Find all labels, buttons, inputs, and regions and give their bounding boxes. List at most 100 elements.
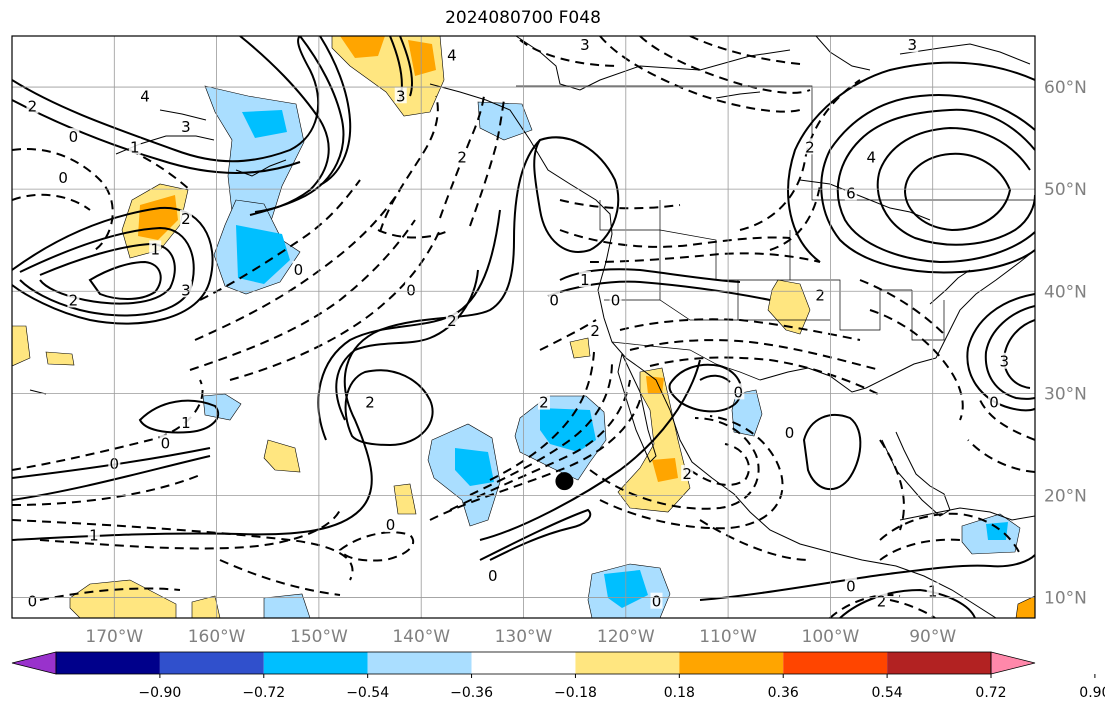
contour-label-bg [26, 97, 39, 114]
contour-label: 3 [396, 87, 406, 105]
colorbar-tick-label: −0.72 [242, 685, 285, 701]
map-frame [11, 35, 1036, 619]
contour-label-bg [988, 393, 1001, 410]
contour-label-bg [844, 577, 857, 594]
map-title: 2024080700 F048 [445, 8, 601, 28]
contour-label: 0 [69, 128, 79, 146]
lon-tick-label: 100°W [802, 627, 860, 647]
colorbar-tick-labels: −0.90 −0.72 −0.54 −0.36 −0.18 0.18 0.36 0.54 0.7… [138, 674, 1105, 701]
colorbar-tick-label: −0.54 [346, 685, 389, 701]
contour-label: 3 [907, 36, 917, 54]
contour-label: 2 [805, 138, 815, 156]
colorbar-tick-label: 0.72 [975, 685, 1006, 701]
contour-label: 3 [181, 281, 191, 299]
contour-label-bg [364, 393, 377, 410]
contour-label-bg [844, 184, 857, 201]
contour-labels: 2430102132034230220102210010000200232463… [26, 36, 1011, 611]
contour-label-bg [486, 567, 499, 584]
contour-label: 0 [294, 261, 304, 279]
contour-label-bg [875, 592, 888, 609]
contour-label-bg [128, 138, 141, 155]
contour-label-bg [384, 516, 397, 533]
contour-label: 2 [682, 465, 692, 483]
storm-location-marker [555, 472, 574, 491]
contour-label-bg [67, 291, 80, 308]
contour-label-bg [548, 291, 561, 308]
contour-label-bg [445, 46, 458, 63]
colorbar-segment [783, 652, 888, 674]
contour-label-bg [609, 291, 622, 308]
contour-label-bg [149, 240, 162, 257]
shaded-anomaly-fields [12, 36, 1035, 618]
contour-label: 0 [161, 434, 171, 452]
contour-label: 4 [140, 87, 150, 105]
colorbar-tick-label: 0.36 [768, 685, 799, 701]
contour-label: 2 [447, 312, 457, 330]
lon-tick-label: 170°W [85, 627, 143, 647]
lat-tick-label: 50°N [1044, 180, 1087, 200]
colorbar-segment [471, 652, 576, 674]
contour-label-bg [394, 87, 407, 104]
lon-tick-label: 90°W [909, 627, 956, 647]
colorbar [11, 651, 1036, 675]
contour-label-bg [57, 168, 70, 185]
contour-label-bg [67, 128, 80, 145]
contour-label-bg [456, 148, 469, 165]
contour-label-bg [537, 393, 550, 410]
contour-label: 2 [539, 394, 549, 412]
contour-label: 2 [365, 394, 375, 412]
longitude-tick-labels: 170°W 160°W 150°W 140°W 130°W 120°W 110°W 100°W… [85, 627, 956, 647]
colorbar-segment [575, 652, 680, 674]
contour-label: 2 [69, 291, 79, 309]
colorbar-extend-low [11, 651, 57, 675]
colorbar-tick-label: −0.36 [450, 685, 493, 701]
contour-label-bg [159, 434, 172, 451]
colorbar-segment [263, 652, 368, 674]
contour-label-bg [998, 352, 1011, 369]
lon-tick-label: 160°W [188, 627, 246, 647]
contour-label-bg [650, 592, 663, 609]
colorbar-tick-label: 0.90 [1079, 685, 1105, 701]
contour-label: 0 [58, 169, 68, 187]
contour-label-bg [138, 87, 151, 104]
lat-tick-label: 40°N [1044, 282, 1087, 302]
contour-label: 2 [457, 149, 467, 167]
lon-tick-label: 150°W [290, 627, 348, 647]
contour-label-bg [578, 271, 591, 288]
contour-label: 2 [28, 97, 38, 115]
contour-label-bg [906, 36, 919, 53]
contour-label: 0 [652, 593, 662, 611]
contour-label: 0 [406, 281, 416, 299]
contour-label-bg [578, 36, 591, 53]
lon-tick-label: 110°W [699, 627, 757, 647]
contour-label: 2 [815, 286, 825, 304]
contour-label: 2 [181, 210, 191, 228]
contour-label-bg [589, 322, 602, 339]
contour-label: 0 [28, 593, 38, 611]
contour-label-bg [179, 281, 192, 298]
contour-label: 0 [488, 567, 498, 585]
contour-label: 1 [580, 271, 590, 289]
colorbar-tick-label: −0.90 [138, 685, 181, 701]
colorbar-segment [367, 652, 472, 674]
contour-label: 0 [386, 516, 396, 534]
coastlines-borders [29, 36, 1035, 618]
contour-label-bg [865, 148, 878, 165]
lat-tick-label: 10°N [1044, 589, 1087, 609]
contour-label: 0 [989, 394, 999, 412]
contour-label: 0 [611, 291, 621, 309]
contour-label-bg [179, 414, 192, 430]
contour-label: 1 [89, 526, 99, 544]
contour-label: 6 [846, 184, 856, 202]
contour-label: 4 [867, 149, 877, 167]
contour-label-bg [87, 526, 100, 543]
contour-label: 0 [846, 577, 856, 595]
contour-label: 1 [181, 414, 191, 432]
contour-label-bg [179, 117, 192, 134]
contour-label: 0 [549, 291, 559, 309]
colorbar-segment [679, 652, 784, 674]
contour-label: 2 [877, 593, 887, 611]
lat-tick-label: 60°N [1044, 78, 1087, 98]
contour-label-bg [292, 260, 305, 277]
contour-label: 3 [181, 118, 191, 136]
